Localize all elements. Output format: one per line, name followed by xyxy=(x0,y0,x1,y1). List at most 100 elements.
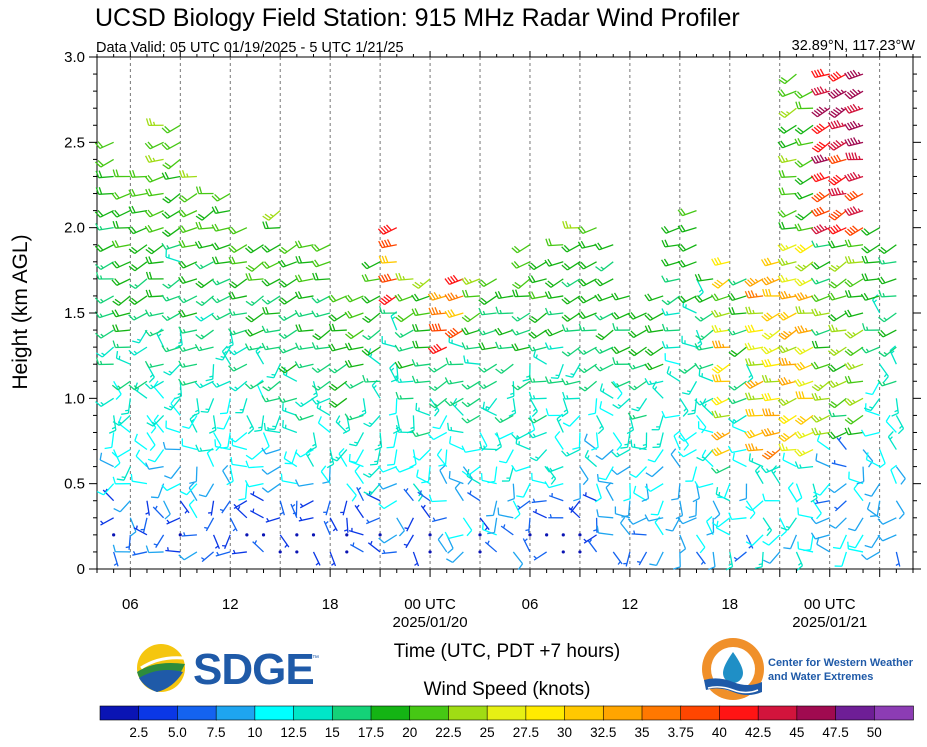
colorbar-tick-label: 17.5 xyxy=(358,725,384,740)
wind-barb xyxy=(844,278,864,288)
barb-flag xyxy=(697,273,702,281)
wind-barb xyxy=(561,261,581,271)
wind-barb xyxy=(847,541,864,553)
barb-flag xyxy=(811,147,819,153)
wind-barb xyxy=(379,306,397,314)
barb-flag xyxy=(665,528,673,532)
barb-half-flag xyxy=(857,174,861,178)
wind-barb xyxy=(194,343,214,352)
barb-flag xyxy=(198,186,203,194)
barb-half-flag xyxy=(549,467,553,472)
barb-flag xyxy=(248,272,253,281)
barb-half-flag xyxy=(788,331,793,335)
barb-staff xyxy=(151,244,165,255)
barb-flag xyxy=(846,193,853,200)
wind-barb xyxy=(144,224,164,233)
barb-half-flag xyxy=(100,520,104,525)
barb-staff xyxy=(850,414,864,425)
barb-half-flag xyxy=(250,300,255,305)
barb-flag xyxy=(544,376,550,384)
barb-staff xyxy=(266,466,281,475)
wind-barb xyxy=(596,473,614,485)
wind-barb xyxy=(95,329,115,339)
wind-barb xyxy=(323,500,331,516)
wind-barb xyxy=(511,261,531,269)
wind-barb xyxy=(811,380,831,392)
barb-flag xyxy=(611,469,618,476)
barb-flag xyxy=(827,188,833,196)
barb-flag xyxy=(94,245,101,252)
wind-barb xyxy=(611,380,631,388)
barb-flag xyxy=(261,395,267,403)
wind-barb xyxy=(512,289,531,298)
barb-flag xyxy=(864,544,872,549)
wind-barb xyxy=(130,473,148,485)
barb-staff xyxy=(284,244,298,255)
barb-half-flag xyxy=(882,259,886,264)
barb-flag xyxy=(228,308,233,316)
wind-barb xyxy=(631,397,648,412)
wind-barb xyxy=(392,415,401,435)
barb-staff xyxy=(267,483,281,493)
barb-flag xyxy=(795,391,799,399)
barb-flag xyxy=(766,257,772,265)
barb-flag xyxy=(514,343,519,351)
wind-barb xyxy=(511,343,531,352)
barb-staff xyxy=(832,380,847,389)
wind-barb xyxy=(794,158,814,168)
barb-flag xyxy=(436,448,443,456)
barb-flag xyxy=(461,383,468,390)
colorbar-tick-label: 25 xyxy=(480,725,495,740)
wind-barb xyxy=(787,482,797,502)
wind-barb xyxy=(366,517,381,525)
wind-barb xyxy=(763,551,781,564)
wind-barb xyxy=(844,206,864,217)
barb-flag xyxy=(754,566,763,570)
barb-flag xyxy=(798,391,802,399)
barb-flag xyxy=(853,137,858,145)
barb-flag xyxy=(115,393,122,400)
barb-flag xyxy=(114,278,120,285)
barb-staff xyxy=(200,312,214,322)
wind-barb xyxy=(516,483,531,498)
wind-barb xyxy=(311,244,331,252)
wind-barb xyxy=(568,500,581,514)
barb-flag xyxy=(612,357,616,365)
barb-flag xyxy=(544,259,550,267)
y-tick-label: 1.5 xyxy=(64,305,85,322)
barb-flag xyxy=(830,292,836,300)
barb-half-flag xyxy=(186,173,189,178)
barb-half-flag xyxy=(857,139,861,144)
barb-flag xyxy=(611,347,617,355)
wind-barb xyxy=(673,551,681,570)
wind-barb xyxy=(95,261,114,271)
barb-flag xyxy=(294,291,300,299)
barb-flag xyxy=(749,277,756,284)
barb-staff xyxy=(579,466,589,480)
barb-flag xyxy=(563,263,571,269)
barb-flag xyxy=(716,279,724,285)
wind-barb xyxy=(695,534,706,554)
barb-flag xyxy=(883,376,889,383)
barb-flag xyxy=(561,298,568,305)
barb-half-flag xyxy=(566,282,571,286)
barb-half-flag xyxy=(570,506,574,510)
barb-flag xyxy=(205,378,213,382)
barb-flag xyxy=(149,444,156,451)
barb-flag xyxy=(661,410,666,419)
wind-barb xyxy=(813,483,831,496)
wind-barb xyxy=(544,342,564,350)
wind-barb xyxy=(378,239,397,249)
wind-barb xyxy=(427,431,448,441)
wind-barb xyxy=(827,154,847,165)
wind-barb xyxy=(794,448,814,457)
barb-flag xyxy=(387,463,395,466)
barb-flag xyxy=(594,497,602,503)
barb-flag xyxy=(278,367,286,374)
barb-staff xyxy=(168,278,181,289)
barb-staff xyxy=(434,380,448,392)
barb-flag xyxy=(744,280,751,287)
wind-barb xyxy=(794,378,814,387)
barb-flag xyxy=(679,548,686,554)
barb-flag xyxy=(561,281,568,288)
